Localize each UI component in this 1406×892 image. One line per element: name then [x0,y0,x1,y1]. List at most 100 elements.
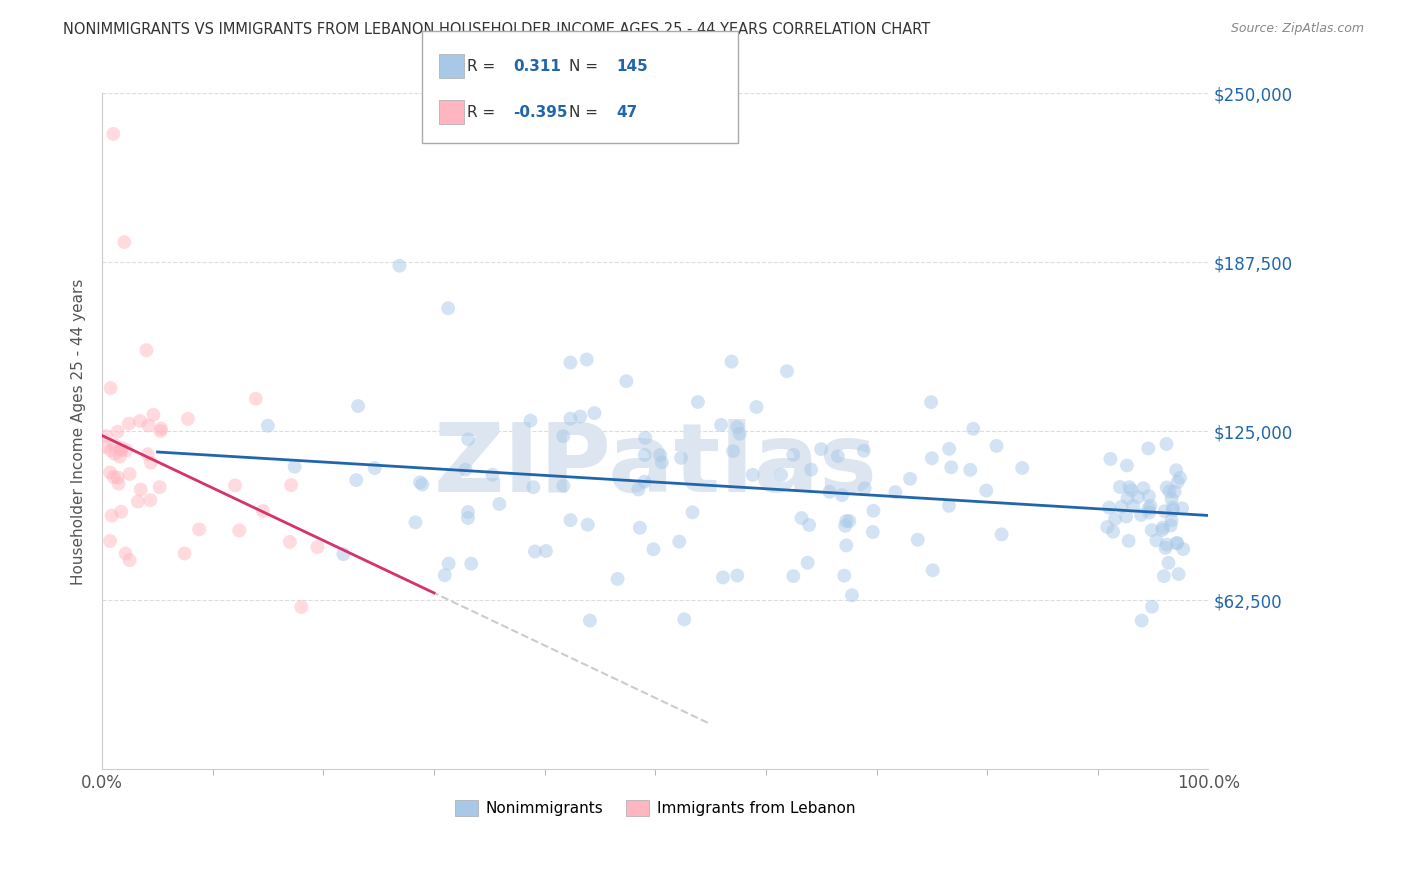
Point [938,499,960,513]
Text: NONIMMIGRANTS VS IMMIGRANTS FROM LEBANON HOUSEHOLDER INCOME AGES 25 - 44 YEARS C: NONIMMIGRANTS VS IMMIGRANTS FROM LEBANON… [63,22,931,37]
Point [1132,481,1154,495]
Point [576,517,599,532]
Point [725,420,748,434]
Point [1115,509,1137,524]
Point [614,374,637,388]
Point [257,418,280,433]
Point [107,425,129,439]
Point [108,450,131,464]
Point [606,572,628,586]
Point [118,467,141,481]
Point [107,470,129,484]
Point [1137,501,1160,516]
Point [907,533,929,547]
Point [560,355,582,369]
Point [278,535,301,549]
Point [94,429,117,443]
Point [139,456,162,470]
Point [832,568,855,582]
Point [139,493,162,508]
Point [1153,569,1175,583]
Point [579,614,602,628]
Point [941,460,963,475]
Point [136,447,159,461]
Point [796,556,818,570]
Point [681,505,703,519]
Point [1140,599,1163,614]
Point [569,409,592,424]
Point [721,444,744,458]
Point [797,517,820,532]
Point [782,569,804,583]
Point [560,513,582,527]
Point [1160,491,1182,506]
Point [651,455,673,469]
Point [100,443,122,458]
Point [938,442,960,456]
Point [98,533,121,548]
Point [411,477,433,491]
Point [1161,503,1184,517]
Point [1160,513,1182,527]
Point [575,352,598,367]
Point [1126,490,1149,504]
Text: Source: ZipAtlas.com: Source: ZipAtlas.com [1230,22,1364,36]
Point [488,497,510,511]
Point [364,461,387,475]
Point [862,524,884,539]
Point [1166,536,1188,550]
Point [1130,508,1153,522]
Point [827,449,849,463]
Point [433,568,456,582]
Point [1097,520,1119,534]
Text: 0.311: 0.311 [513,59,561,74]
Point [404,516,426,530]
Point [643,542,665,557]
Point [711,570,734,584]
Point [454,462,477,476]
Point [818,484,841,499]
Point [129,483,152,497]
Point [1104,512,1126,526]
Point [986,439,1008,453]
Point [634,448,657,462]
Point [1011,461,1033,475]
Point [224,478,246,492]
Point [409,475,432,490]
Point [921,451,943,466]
Point [974,483,997,498]
Point [1111,500,1133,514]
Point [1166,536,1188,550]
Point [1152,523,1174,537]
Point [852,443,875,458]
Point [107,476,129,491]
Point [634,431,657,445]
Point [553,429,575,443]
Point [790,511,813,525]
Point [118,417,141,431]
Point [668,534,690,549]
Point [1156,437,1178,451]
Point [103,127,125,141]
Point [1157,556,1180,570]
Point [307,540,329,554]
Point [1144,533,1167,548]
Point [648,448,671,462]
Point [1156,538,1178,552]
Point [741,467,763,482]
Point [810,442,832,456]
Point [344,473,367,487]
Point [1122,499,1144,513]
Point [104,438,127,452]
Point [686,395,709,409]
Point [188,523,211,537]
Point [332,547,354,561]
Point [245,392,267,406]
Point [838,514,860,528]
Point [776,364,799,378]
Point [118,553,141,567]
Point [835,538,858,552]
Point [1154,541,1177,555]
Point [1159,484,1181,499]
Point [1118,533,1140,548]
